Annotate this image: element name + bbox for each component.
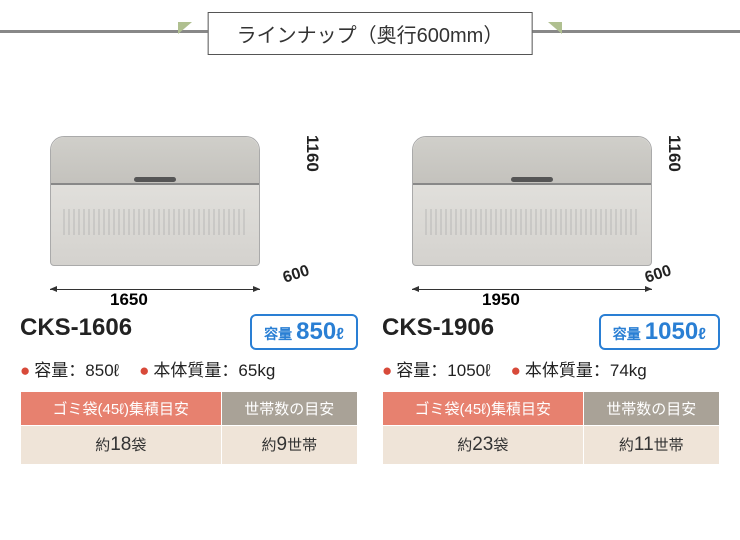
spec-capacity: 容量：850ℓ [20, 356, 119, 381]
dimension-height: 1160 [664, 135, 684, 172]
spec-capacity: 容量：1050ℓ [382, 356, 491, 381]
th-households: 世帯数の目安 [583, 392, 719, 426]
product-row: 1160 600 1650 容量850ℓ CKS-1606 容量：850ℓ 本体… [20, 80, 720, 465]
vent-pattern [425, 209, 639, 235]
bags-n: 18 [110, 434, 131, 455]
td-households: 約9世帯 [221, 426, 357, 465]
bags-n: 23 [472, 434, 493, 455]
dimension-width [50, 289, 260, 290]
bin-illustration [412, 136, 652, 266]
spec-weight: 本体質量：65kg [139, 356, 275, 381]
dimension-width-value: 1650 [110, 290, 148, 310]
th-bags: ゴミ袋(45ℓ)集積目安 [21, 392, 222, 426]
bags-pre: 約 [457, 437, 472, 454]
lineup-title: ラインナップ（奥行600mm） [208, 12, 533, 55]
capacity-value: 850 [296, 318, 336, 345]
dimension-height: 1160 [302, 135, 322, 172]
hh-n: 11 [634, 434, 654, 455]
guide-table: ゴミ袋(45ℓ)集積目安 世帯数の目安 約23袋 約11世帯 [382, 391, 720, 465]
vent-pattern [63, 209, 247, 235]
capacity-unit: ℓ [698, 326, 706, 343]
td-bags: 約23袋 [383, 426, 584, 465]
capacity-badge: 容量1050ℓ [599, 314, 720, 350]
spec-weight: 本体質量：74kg [511, 356, 647, 381]
lid-handle [134, 177, 176, 182]
hh-pre: 約 [261, 437, 276, 454]
bags-suf: 袋 [131, 437, 146, 454]
dimension-depth: 600 [643, 262, 674, 287]
tab-triangle-right [548, 22, 562, 46]
th-households: 世帯数の目安 [221, 392, 357, 426]
hh-pre: 約 [619, 437, 634, 454]
guide-table: ゴミ袋(45ℓ)集積目安 世帯数の目安 約18袋 約9世帯 [20, 391, 358, 465]
capacity-value: 1050 [645, 318, 698, 345]
product-diagram: 1160 600 1650 [20, 80, 358, 310]
bin-illustration [50, 136, 260, 266]
product-diagram: 1160 600 1950 [382, 80, 720, 310]
bags-pre: 約 [95, 437, 110, 454]
hh-n: 9 [276, 434, 287, 455]
spec-line: 容量：1050ℓ 本体質量：74kg [382, 356, 720, 381]
dimension-height-value: 1160 [665, 135, 684, 172]
product-card: 1160 600 1950 容量1050ℓ CKS-1906 容量：1050ℓ … [382, 80, 720, 465]
dim-arrow [412, 289, 652, 290]
lid-handle [511, 177, 553, 182]
dimension-depth: 600 [281, 262, 312, 287]
dim-arrow [50, 289, 260, 290]
td-households: 約11世帯 [583, 426, 719, 465]
dimension-width [412, 289, 652, 290]
hh-suf: 世帯 [654, 437, 684, 454]
capacity-label: 容量 [264, 326, 292, 342]
spec-line: 容量：850ℓ 本体質量：65kg [20, 356, 358, 381]
hh-suf: 世帯 [287, 437, 317, 454]
bags-suf: 袋 [493, 437, 508, 454]
dimension-height-value: 1160 [303, 135, 322, 172]
product-card: 1160 600 1650 容量850ℓ CKS-1606 容量：850ℓ 本体… [20, 80, 358, 465]
capacity-unit: ℓ [336, 326, 344, 343]
th-bags: ゴミ袋(45ℓ)集積目安 [383, 392, 584, 426]
dimension-width-value: 1950 [482, 290, 520, 310]
td-bags: 約18袋 [21, 426, 222, 465]
capacity-label: 容量 [613, 326, 641, 342]
capacity-badge: 容量850ℓ [250, 314, 358, 350]
tab-triangle-left [178, 22, 192, 46]
